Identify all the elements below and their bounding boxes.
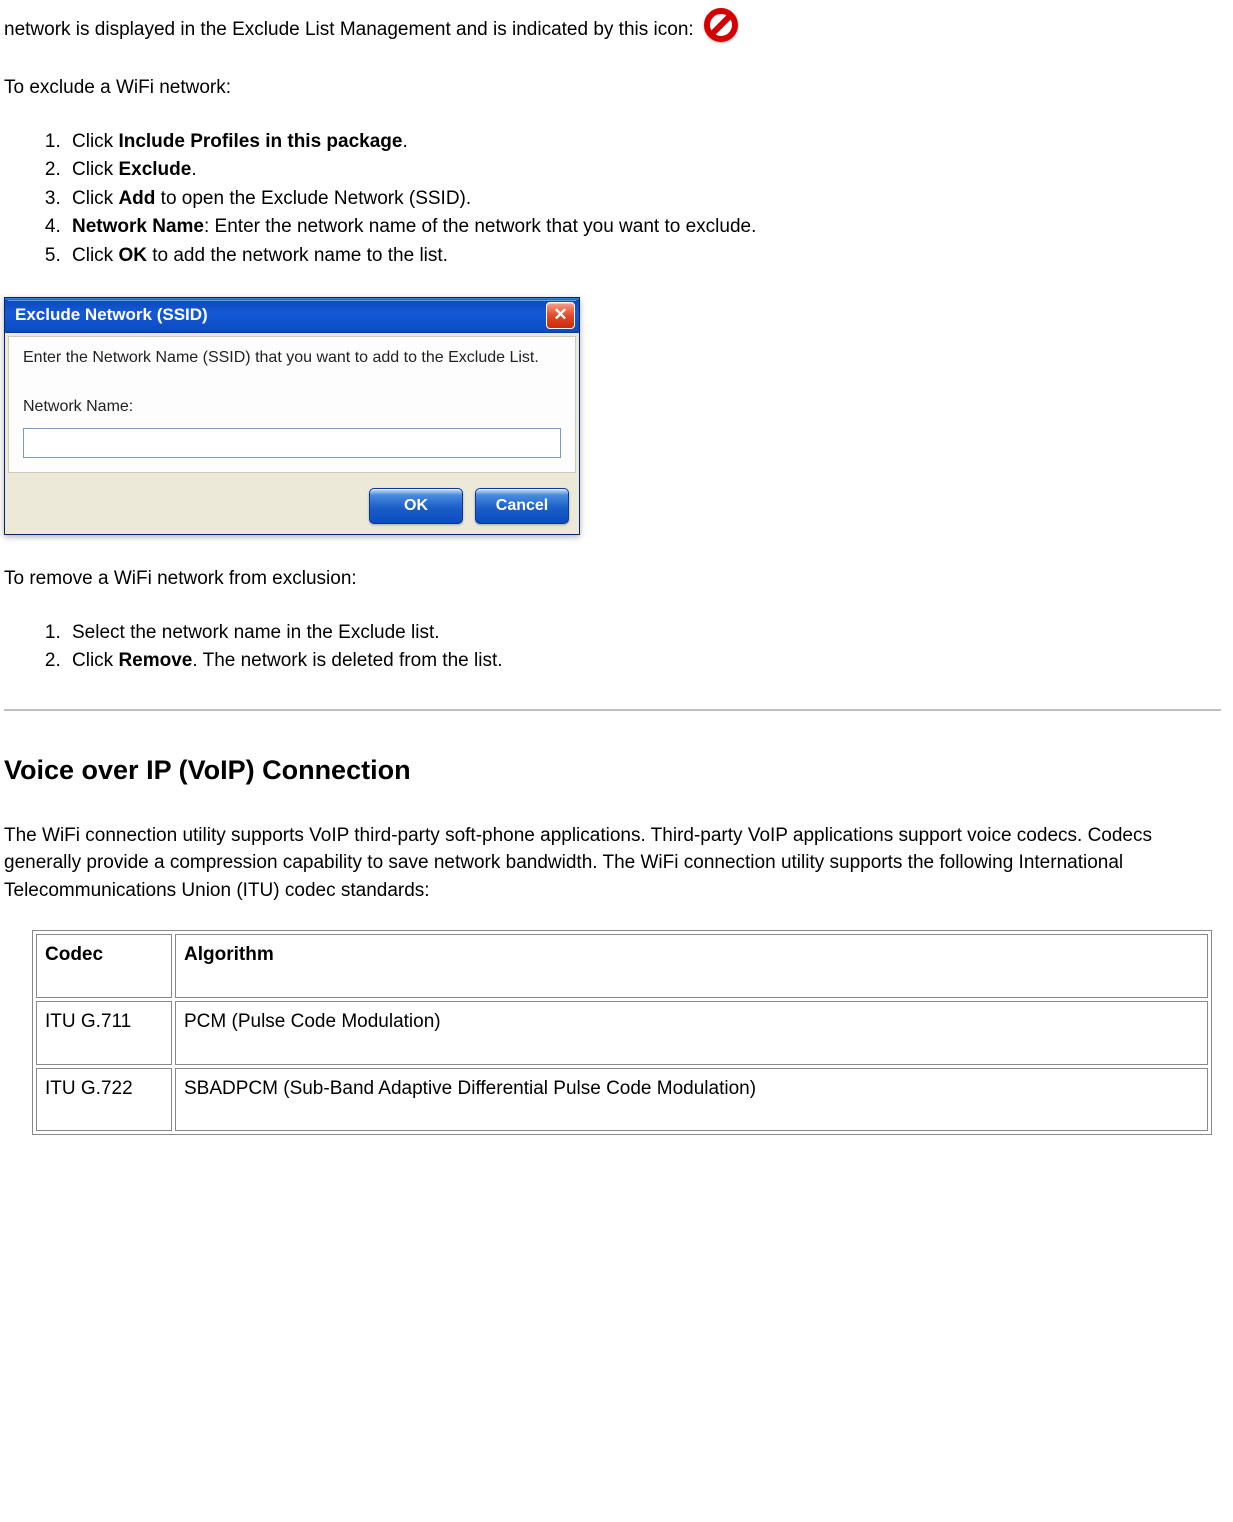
list-item: Click Add to open the Exclude Network (S… xyxy=(66,185,1221,213)
ok-button[interactable]: OK xyxy=(369,488,463,524)
exclude-steps-list: Click Include Profiles in this package. … xyxy=(4,128,1221,270)
table-cell: ITU G.722 xyxy=(36,1068,172,1132)
list-item: Click Include Profiles in this package. xyxy=(66,128,1221,156)
table-row: ITU G.722 SBADPCM (Sub-Band Adaptive Dif… xyxy=(36,1068,1208,1132)
section-divider xyxy=(4,709,1221,711)
close-button[interactable]: ✕ xyxy=(546,302,575,329)
list-item: Network Name: Enter the network name of … xyxy=(66,213,1221,241)
remove-heading: To remove a WiFi network from exclusion: xyxy=(4,565,1221,593)
table-cell: ITU G.711 xyxy=(36,1001,172,1065)
dialog-button-row: OK Cancel xyxy=(5,476,579,534)
codec-table: Codec Algorithm ITU G.711 PCM (Pulse Cod… xyxy=(32,930,1212,1135)
voip-heading: Voice over IP (VoIP) Connection xyxy=(4,751,1221,790)
dialog-body: Enter the Network Name (SSID) that you w… xyxy=(8,336,576,473)
network-name-input[interactable] xyxy=(23,428,561,458)
list-item: Click OK to add the network name to the … xyxy=(66,242,1221,270)
dialog-title: Exclude Network (SSID) xyxy=(15,303,208,328)
list-item: Click Remove. The network is deleted fro… xyxy=(66,647,1221,675)
list-item: Select the network name in the Exclude l… xyxy=(66,619,1221,647)
intro-text: network is displayed in the Exclude List… xyxy=(4,16,694,44)
exclude-network-dialog: Exclude Network (SSID) ✕ Enter the Netwo… xyxy=(4,297,580,535)
remove-steps-list: Select the network name in the Exclude l… xyxy=(4,619,1221,675)
list-item: Click Exclude. xyxy=(66,156,1221,184)
cancel-button[interactable]: Cancel xyxy=(475,488,569,524)
table-header-codec: Codec xyxy=(36,934,172,998)
table-header-algorithm: Algorithm xyxy=(175,934,1208,998)
table-row: ITU G.711 PCM (Pulse Code Modulation) xyxy=(36,1001,1208,1065)
dialog-titlebar[interactable]: Exclude Network (SSID) ✕ xyxy=(5,298,579,333)
close-icon: ✕ xyxy=(553,303,567,328)
dialog-instruction: Enter the Network Name (SSID) that you w… xyxy=(23,347,561,369)
voip-paragraph: The WiFi connection utility supports VoI… xyxy=(4,822,1221,905)
exclude-heading: To exclude a WiFi network: xyxy=(4,74,1221,102)
prohibit-icon xyxy=(704,8,738,42)
table-cell: SBADPCM (Sub-Band Adaptive Differential … xyxy=(175,1068,1208,1132)
network-name-label: Network Name: xyxy=(23,395,561,418)
table-cell: PCM (Pulse Code Modulation) xyxy=(175,1001,1208,1065)
